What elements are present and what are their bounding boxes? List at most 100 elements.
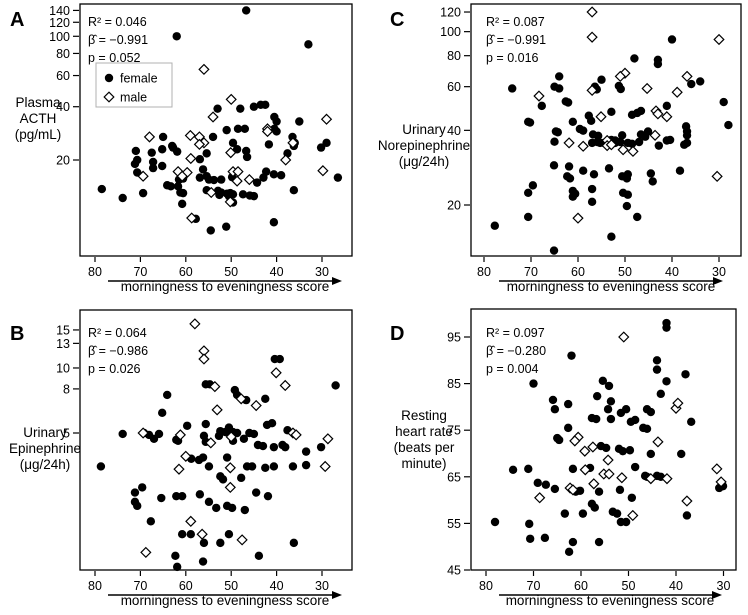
y-tick-label: 65 <box>447 470 461 484</box>
male-point <box>287 137 299 149</box>
female-point <box>213 104 222 113</box>
female-point <box>198 557 208 566</box>
y-tick-label: 60 <box>447 80 461 94</box>
male-point <box>225 431 237 443</box>
female-point <box>301 460 311 470</box>
plot-frame <box>470 3 742 257</box>
female-point <box>118 193 127 203</box>
x-axis-arrow-head-icon <box>712 591 722 599</box>
male-point <box>602 454 614 466</box>
male-point <box>579 445 591 457</box>
female-point <box>617 131 627 140</box>
female-point <box>198 453 208 462</box>
y-tick-label: 100 <box>49 30 70 44</box>
female-point <box>625 446 635 455</box>
female-point <box>209 175 219 185</box>
female-point <box>177 199 187 209</box>
x-tick-label: 80 <box>88 579 102 593</box>
female-point <box>272 127 281 136</box>
female-point <box>643 127 653 136</box>
male-point <box>205 186 217 199</box>
female-point <box>550 137 559 146</box>
panel-c-xlabel: morningness to eveningness score <box>507 279 716 294</box>
male-point <box>614 70 626 83</box>
male-point <box>290 429 302 441</box>
male-point <box>641 82 653 95</box>
y-tick-label: 15 <box>56 323 70 337</box>
plot-frame <box>79 3 353 257</box>
female-point <box>656 389 665 399</box>
x-axis-arrow-head-icon <box>332 277 342 285</box>
female-point <box>206 226 215 235</box>
x-tick-label: 60 <box>179 579 193 593</box>
male-point <box>681 495 693 507</box>
male-point <box>211 404 223 416</box>
x-tick-label: 60 <box>571 265 585 279</box>
y-tick-label: 5 <box>63 427 70 441</box>
female-point <box>618 446 627 456</box>
female-point <box>252 178 262 187</box>
female-point <box>633 212 642 222</box>
y-tick-label: 55 <box>447 517 461 531</box>
female-point <box>331 381 340 390</box>
male-point <box>715 476 727 488</box>
panel-d-letter: D <box>390 323 404 345</box>
male-marker-icon <box>103 91 115 103</box>
female-point <box>269 442 279 452</box>
male-point <box>261 125 274 138</box>
female-point <box>575 486 585 495</box>
male-point <box>617 144 629 156</box>
x-tick-label: 60 <box>574 579 588 593</box>
female-point <box>288 462 298 471</box>
female-point <box>646 449 656 459</box>
female-point <box>687 417 696 427</box>
female-point <box>719 97 728 107</box>
male-point <box>627 145 639 158</box>
female-point <box>627 493 637 502</box>
male-point <box>186 212 198 224</box>
male-point <box>198 63 210 76</box>
female-point <box>604 164 614 173</box>
legend-male-label: male <box>120 91 147 105</box>
female-point <box>616 84 625 94</box>
female-point <box>537 101 547 111</box>
female-point <box>606 397 616 406</box>
female-point <box>550 484 560 494</box>
female-point <box>157 161 167 171</box>
female-point <box>240 505 250 515</box>
female-point <box>238 190 248 199</box>
male-point <box>627 509 639 522</box>
female-point <box>653 59 663 69</box>
x-tick-label: 70 <box>133 265 147 279</box>
female-point <box>586 116 596 126</box>
female-point <box>630 415 640 425</box>
female-point <box>592 391 602 401</box>
male-point <box>711 170 723 182</box>
female-point <box>563 423 573 433</box>
male-point <box>711 463 723 475</box>
female-point <box>258 441 268 451</box>
panel-d-plot-area: 95 85 75 65 55 45 80 70 60 50 40 30 <box>447 308 737 599</box>
female-point <box>177 491 187 501</box>
female-point <box>590 503 599 512</box>
female-point <box>148 163 158 173</box>
y-tick-label: 140 <box>49 4 70 18</box>
x-tick-label: 70 <box>524 265 538 279</box>
panel-d-stat-p: p = 0.004 <box>486 362 539 376</box>
female-marker-icon <box>104 73 114 83</box>
female-point <box>217 175 226 184</box>
female-point <box>592 414 601 424</box>
female-point <box>622 201 632 211</box>
female-point <box>568 117 578 127</box>
male-point <box>207 111 219 123</box>
panel-c-stat-beta: β̂ = −0.991 <box>486 33 546 47</box>
male-point <box>586 6 598 18</box>
female-point <box>623 190 633 199</box>
female-point <box>490 517 500 527</box>
panel-c-letter: C <box>390 9 404 31</box>
male-point <box>235 393 247 405</box>
female-point <box>636 106 646 116</box>
male-point <box>143 131 156 143</box>
female-point <box>301 447 311 456</box>
